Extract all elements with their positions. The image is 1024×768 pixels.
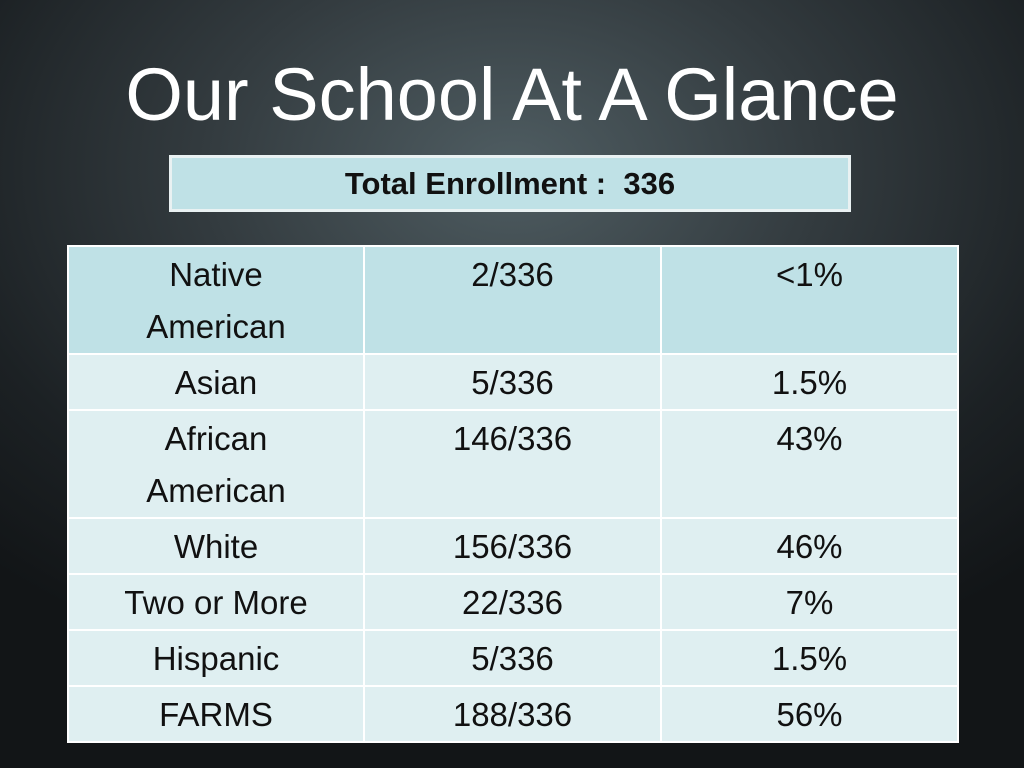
- demographics-table-body: Native American 2/336 <1% Asian 5/336 1.5% Af…: [67, 245, 959, 743]
- count-cell: 22/336: [363, 573, 662, 631]
- slide-title: Our School At A Glance: [125, 53, 899, 136]
- count-cell: 5/336: [363, 353, 662, 411]
- percent-cell: 56%: [660, 685, 959, 743]
- count-cell: 188/336: [363, 685, 662, 743]
- group-cell: FARMS: [67, 685, 365, 743]
- total-enrollment-box: Total Enrollment : 336: [169, 155, 851, 212]
- group-text: African: [164, 420, 268, 457]
- percent-cell: 1.5%: [660, 629, 959, 687]
- group-text: FARMS: [159, 696, 273, 733]
- table-row: Two or More 22/336 7%: [67, 573, 959, 631]
- percent-cell: 46%: [660, 517, 959, 575]
- group-text: American: [146, 308, 286, 345]
- group-text: American: [146, 472, 286, 509]
- demographics-table: Native American 2/336 <1% Asian 5/336 1.5% Af…: [67, 245, 959, 743]
- group-text: White: [173, 528, 259, 565]
- group-text: Native: [169, 256, 263, 293]
- group-cell: White: [67, 517, 365, 575]
- percent-cell: 43%: [660, 409, 959, 519]
- table-row: FARMS 188/336 56%: [67, 685, 959, 743]
- percent-cell: 1.5%: [660, 353, 959, 411]
- count-text: 5/336: [471, 364, 554, 401]
- group-cell: Two or More: [67, 573, 365, 631]
- percent-text: 1.5%: [771, 364, 848, 401]
- percent-text: 46%: [776, 528, 843, 565]
- group-text: Asian: [174, 364, 258, 401]
- group-text: Hispanic: [152, 640, 280, 677]
- count-text: 2/336: [471, 256, 554, 293]
- count-cell: 146/336: [363, 409, 662, 519]
- table-row: Asian 5/336 1.5%: [67, 353, 959, 411]
- group-cell: Asian: [67, 353, 365, 411]
- count-text: 188/336: [452, 696, 573, 733]
- count-cell: 5/336: [363, 629, 662, 687]
- total-enrollment-value: 336: [623, 165, 676, 201]
- percent-text: 56%: [776, 696, 843, 733]
- table-row: White 156/336 46%: [67, 517, 959, 575]
- count-cell: 156/336: [363, 517, 662, 575]
- percent-cell: 7%: [660, 573, 959, 631]
- group-cell: Hispanic: [67, 629, 365, 687]
- table-row: African American 146/336 43%: [67, 409, 959, 519]
- total-enrollment-label: Total Enrollment :: [344, 165, 624, 201]
- percent-text: 43%: [776, 420, 843, 457]
- count-text: 156/336: [452, 528, 573, 565]
- table-row: Native American 2/336 <1%: [67, 245, 959, 355]
- count-text: 5/336: [471, 640, 554, 677]
- percent-cell: <1%: [660, 245, 959, 355]
- group-cell: African American: [67, 409, 365, 519]
- group-cell: Native American: [67, 245, 365, 355]
- percent-text: 7%: [785, 584, 834, 621]
- percent-text: 1.5%: [771, 640, 848, 677]
- group-text: Two or More: [124, 584, 308, 621]
- count-text: 146/336: [452, 420, 573, 457]
- percent-text: <1%: [776, 256, 843, 293]
- count-cell: 2/336: [363, 245, 662, 355]
- count-text: 22/336: [462, 584, 563, 621]
- table-row: Hispanic 5/336 1.5%: [67, 629, 959, 687]
